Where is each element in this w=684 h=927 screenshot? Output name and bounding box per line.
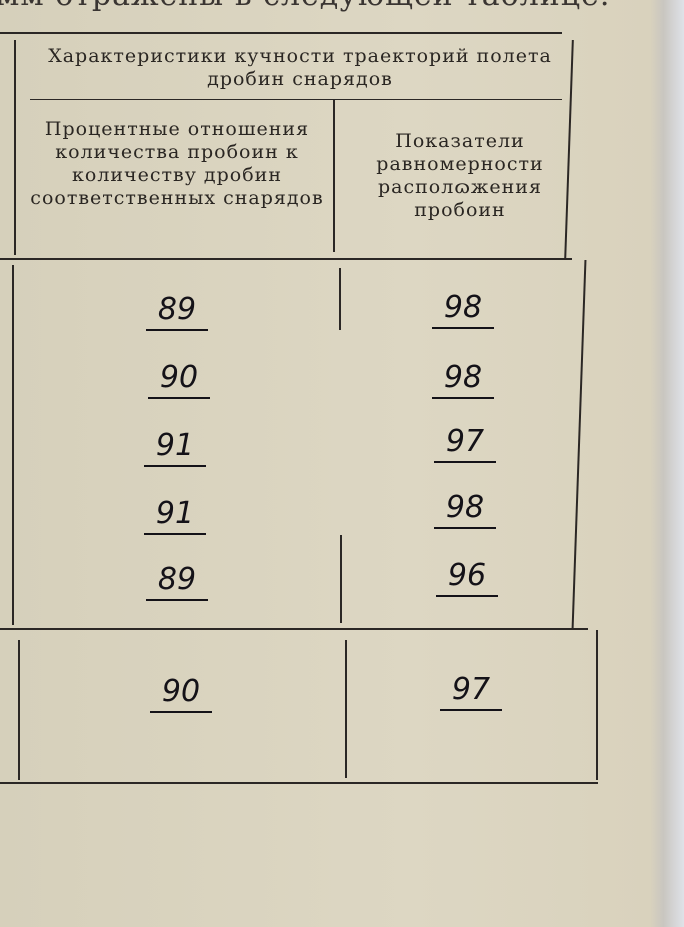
cell-percent: 89 (132, 562, 222, 601)
column-divider (339, 268, 341, 330)
column-header-uniformity: Показатели равномерности располɷжения пр… (376, 130, 544, 221)
column-divider (345, 640, 347, 778)
total-uniformity: 97 (426, 672, 516, 711)
column-header-percent: Процентные отношения количества пробоин … (30, 118, 324, 209)
cell-percent: 90 (134, 360, 224, 399)
table-right-border (564, 40, 574, 260)
table-right-border (571, 260, 587, 630)
cell-uniformity: 98 (418, 360, 508, 399)
cell-percent: 91 (130, 496, 220, 535)
table-left-border (12, 265, 14, 625)
cell-uniformity: 98 (418, 290, 508, 329)
header-bottom-border (0, 258, 572, 260)
table-right-border (596, 630, 598, 780)
group-header: Характеристики кучности траекторий полет… (48, 45, 552, 90)
group-header-divider (30, 99, 562, 100)
cell-uniformity: 97 (420, 424, 510, 463)
table-left-border (18, 640, 20, 780)
column-divider (340, 535, 342, 623)
column-divider (333, 100, 335, 252)
cell-percent: 91 (130, 428, 220, 467)
table-bottom-border (0, 782, 598, 784)
total-percent: 90 (136, 674, 226, 713)
cell-percent: 89 (132, 292, 222, 331)
caption-fragment: мм отражены в следующей таблице. (0, 0, 610, 13)
table-left-border (14, 40, 16, 255)
table-top-border (0, 32, 562, 34)
total-row-border (0, 628, 588, 630)
cell-uniformity: 96 (422, 558, 512, 597)
cell-uniformity: 98 (420, 490, 510, 529)
